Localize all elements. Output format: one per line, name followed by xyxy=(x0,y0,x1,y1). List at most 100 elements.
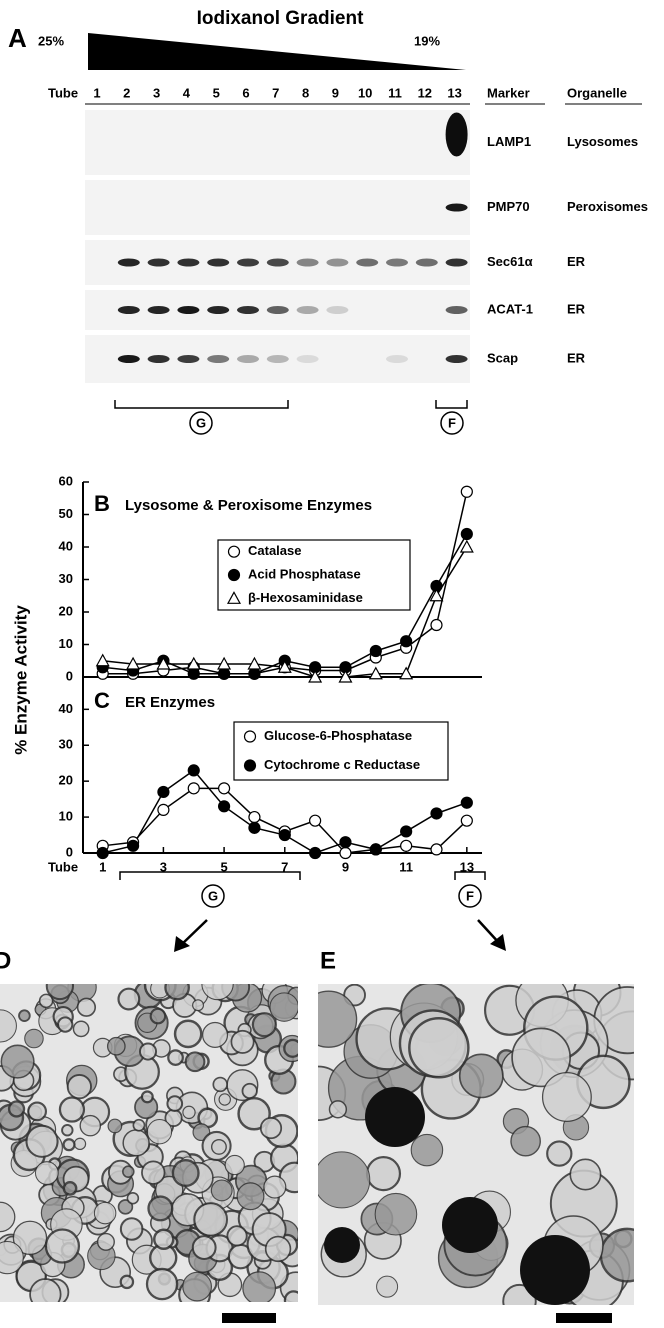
vesicle xyxy=(225,1155,244,1174)
vesicle xyxy=(193,1000,204,1011)
fraction-label: G xyxy=(208,888,218,903)
legend-label: Cytochrome c Reductase xyxy=(264,757,420,772)
vesicle xyxy=(231,1031,253,1053)
vesicle xyxy=(121,1276,133,1288)
micrograph xyxy=(292,969,664,1317)
data-point xyxy=(461,529,472,540)
marker-name: Scap xyxy=(487,350,518,365)
vesicle xyxy=(377,1276,398,1297)
vesicle xyxy=(212,1140,227,1155)
blot-band xyxy=(297,306,319,314)
vesicle xyxy=(127,1193,138,1204)
vesicle xyxy=(237,1183,264,1210)
legend-label: β-Hexosaminidase xyxy=(248,590,363,605)
vesicle xyxy=(253,1013,276,1036)
blot-band xyxy=(207,355,229,363)
blot-band xyxy=(446,113,468,157)
blot-band xyxy=(237,306,259,314)
dense-body xyxy=(324,1227,360,1263)
vesicle xyxy=(193,1236,216,1259)
blot-band xyxy=(446,355,468,363)
vesicle xyxy=(266,1237,291,1262)
vesicle xyxy=(173,1160,199,1186)
data-point xyxy=(219,668,230,679)
data-point xyxy=(249,668,260,679)
data-point xyxy=(461,486,472,497)
vesicle xyxy=(227,1226,246,1245)
blot-band xyxy=(237,259,259,267)
vesicle xyxy=(147,1120,171,1144)
blot-band xyxy=(267,355,289,363)
data-point xyxy=(401,636,412,647)
fraction-label: G xyxy=(196,415,206,430)
chart-title: ER Enzymes xyxy=(125,694,215,711)
vesicle xyxy=(47,973,73,999)
fraction-label: F xyxy=(466,888,474,903)
data-point xyxy=(310,815,321,826)
vesicle xyxy=(219,1094,230,1105)
blot-strip xyxy=(85,110,470,175)
blot-band xyxy=(118,306,140,314)
tube-number: 12 xyxy=(418,85,432,100)
tube-number: 7 xyxy=(272,85,279,100)
vesicle xyxy=(133,1120,144,1131)
legend-label: Catalase xyxy=(248,543,301,558)
vesicle xyxy=(165,976,188,999)
vesicle xyxy=(1,1045,34,1078)
vesicle xyxy=(35,1162,58,1185)
data-point xyxy=(158,804,169,815)
blot-band xyxy=(148,355,170,363)
vesicle xyxy=(284,1040,301,1057)
vesicle xyxy=(547,1141,571,1165)
tube-number: 2 xyxy=(123,85,130,100)
y-tick-label: 30 xyxy=(59,571,73,586)
blot-band xyxy=(446,259,468,267)
data-point xyxy=(461,815,472,826)
blot-band xyxy=(177,355,199,363)
tube-number: 4 xyxy=(183,85,191,100)
vesicle xyxy=(183,1272,212,1301)
legend-label: Acid Phosphatase xyxy=(248,566,361,581)
x-tick-label: 1 xyxy=(99,859,106,874)
scale-bar xyxy=(556,1313,612,1323)
vesicle xyxy=(60,1098,84,1122)
vesicle xyxy=(94,1202,115,1223)
blot-band xyxy=(207,259,229,267)
tube-number: 1 xyxy=(93,85,100,100)
x-tick-label: 13 xyxy=(460,859,474,874)
data-point xyxy=(431,620,442,631)
blot-band xyxy=(386,355,408,363)
blot-strip xyxy=(85,180,470,235)
vesicle xyxy=(123,1166,134,1177)
vesicle xyxy=(26,1126,57,1157)
vesicle xyxy=(213,1078,227,1092)
data-point xyxy=(97,655,109,666)
data-point xyxy=(158,786,169,797)
vesicle xyxy=(194,1203,227,1236)
y-tick-label: 50 xyxy=(59,506,73,521)
column-header: Marker xyxy=(487,85,530,100)
data-point xyxy=(279,830,290,841)
legend-marker xyxy=(229,570,240,581)
blot-band xyxy=(267,306,289,314)
data-point xyxy=(188,765,199,776)
blot-band xyxy=(356,259,378,267)
vesicle xyxy=(367,1157,400,1190)
tube-number: 13 xyxy=(447,85,461,100)
micrograph xyxy=(0,968,311,1309)
organelle-name: ER xyxy=(567,350,586,365)
vesicle xyxy=(142,1161,165,1184)
vesicle xyxy=(154,1230,173,1249)
data-point xyxy=(431,808,442,819)
data-point xyxy=(431,844,442,855)
vesicle xyxy=(203,1023,228,1048)
blot-band xyxy=(237,355,259,363)
vesicle xyxy=(68,1075,91,1098)
figure: % Enzyme Activity AIodixanol Gradient25%… xyxy=(0,0,664,1323)
vesicle xyxy=(119,989,140,1010)
vesicle xyxy=(25,1029,43,1047)
vesicle xyxy=(30,1279,61,1310)
blot-band xyxy=(326,306,348,314)
vesicle xyxy=(183,1106,195,1118)
vesicle xyxy=(46,1230,79,1263)
